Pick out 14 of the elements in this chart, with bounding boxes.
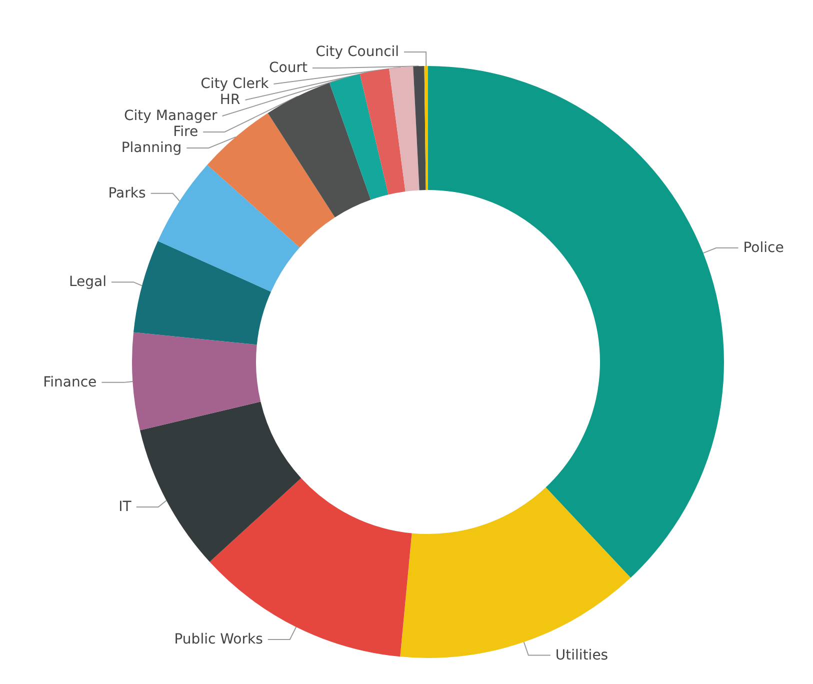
slice-label: Public Works xyxy=(174,632,263,648)
slice-label: Legal xyxy=(68,274,106,290)
slice-label: HR xyxy=(220,92,240,108)
slice-label: Fire xyxy=(173,124,198,140)
slice-label: City Clerk xyxy=(200,76,270,92)
slice-label: Planning xyxy=(121,140,182,156)
slice-label: IT xyxy=(118,499,132,516)
slice-label: City Manager xyxy=(124,108,218,124)
slice-label: Parks xyxy=(108,185,146,202)
slice-label: Utilities xyxy=(555,647,608,664)
slice-label: City Council xyxy=(316,44,400,60)
slice-label: Finance xyxy=(43,374,97,390)
slice-label: Court xyxy=(269,60,308,76)
slice-label: Police xyxy=(743,240,784,256)
